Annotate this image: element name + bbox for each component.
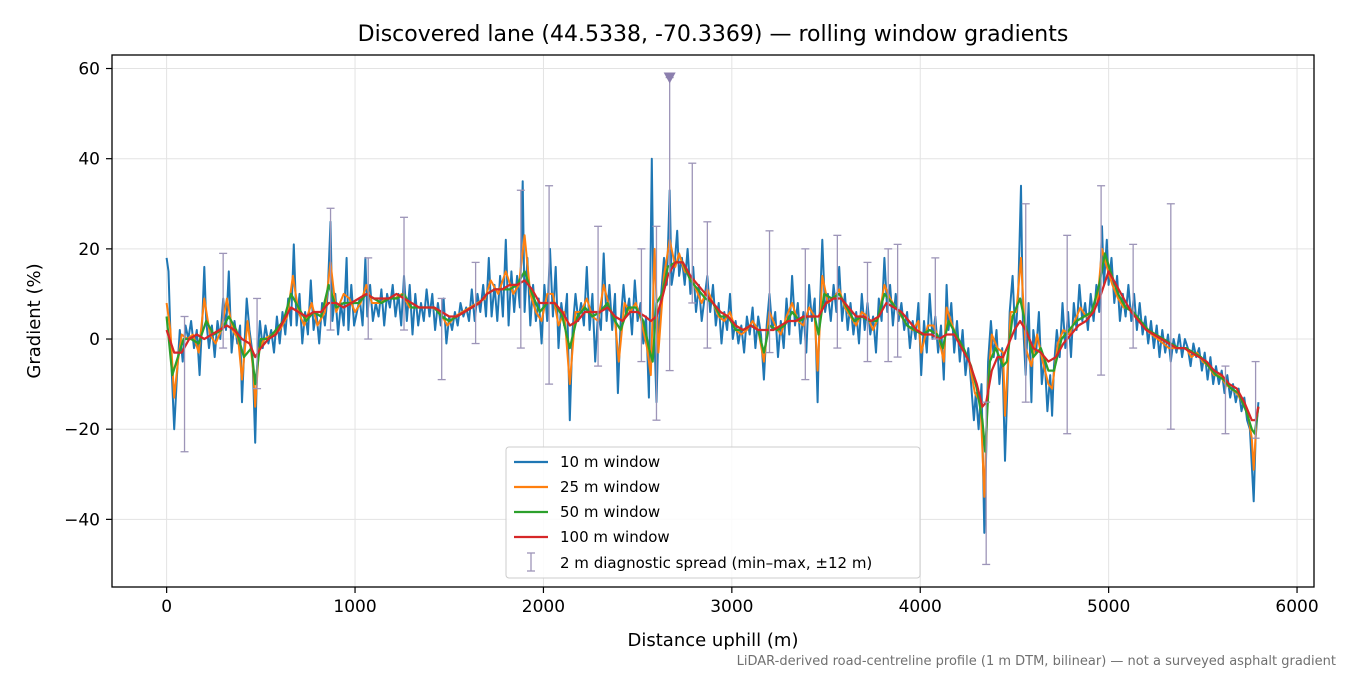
y-tick-label: 60 [78, 60, 100, 80]
error-bar [326, 207, 335, 331]
legend: 10 m window 25 m window 50 m window 100 … [505, 446, 921, 579]
error-bar [637, 248, 646, 363]
y-tick-label: 0 [89, 330, 100, 350]
error-bar [765, 230, 774, 354]
y-axis-label: Gradient (%) [24, 263, 45, 378]
legend-entry-50m: 50 m window [514, 503, 660, 521]
legend-label-25m: 25 m window [560, 478, 660, 496]
y-tick-label: 40 [78, 150, 100, 170]
legend-label-10m: 10 m window [560, 453, 660, 471]
footnote: LiDAR-derived road-centreline profile (1… [737, 654, 1336, 669]
error-bar [863, 261, 872, 363]
error-bar [1251, 360, 1260, 439]
x-tick-label: 1000 [333, 597, 376, 617]
x-tick-label: 5000 [1087, 597, 1130, 617]
y-tick-label: −20 [64, 420, 100, 440]
chart-title: Discovered lane (44.5338, -70.3369) — ro… [358, 22, 1069, 47]
marker [663, 72, 676, 84]
y-tick-label: −40 [64, 510, 100, 530]
x-tick-label: 6000 [1275, 597, 1318, 617]
error-bar [884, 248, 893, 363]
legend-entry-10m: 10 m window [514, 453, 660, 471]
error-bar [516, 189, 525, 349]
legend-entry-spread: 2 m diagnostic spread (min–max, ±12 m) [527, 552, 872, 572]
error-bar [1221, 365, 1230, 435]
error-bar [1021, 203, 1030, 403]
legend-entry-100m: 100 m window [514, 528, 670, 546]
error-bar [1097, 185, 1106, 376]
error-bar [471, 261, 480, 345]
error-bar [1063, 234, 1072, 435]
error-bar [594, 225, 603, 367]
error-bar [703, 221, 712, 349]
plot-series [165, 157, 1260, 534]
error-bar [545, 185, 554, 385]
x-tick-label: 3000 [710, 597, 753, 617]
grid [112, 55, 1314, 587]
series-line-10-m-window [165, 157, 1260, 534]
error-bar [652, 225, 661, 421]
error-bar [688, 162, 697, 304]
x-tick-label: 2000 [522, 597, 565, 617]
series-line-100-m-window [165, 261, 1260, 422]
error-bar [180, 315, 189, 453]
error-bar [219, 252, 228, 349]
error-bar [801, 248, 810, 381]
x-tick-label: 4000 [899, 597, 942, 617]
axis-ticks: 0 1000 2000 3000 4000 5000 6000 −40 −20 0 20 40 60 [64, 60, 1319, 617]
error-bar [1166, 203, 1175, 430]
error-bar [665, 76, 674, 372]
error-bar [833, 234, 842, 349]
error-bar [253, 297, 262, 390]
error-bar [364, 257, 373, 340]
peak-marker [663, 72, 676, 84]
legend-label-50m: 50 m window [560, 503, 660, 521]
error-bar [893, 243, 902, 358]
legend-box [505, 446, 921, 579]
legend-entry-25m: 25 m window [514, 478, 660, 496]
x-tick-label: 0 [161, 597, 172, 617]
legend-label-100m: 100 m window [560, 528, 670, 546]
plot-frame [111, 54, 1315, 588]
error-bar [1129, 243, 1138, 349]
legend-label-spread: 2 m diagnostic spread (min–max, ±12 m) [560, 554, 872, 572]
error-bar [400, 216, 409, 331]
error-bar [437, 297, 446, 381]
y-tick-label: 20 [78, 240, 100, 260]
error-bar [931, 257, 940, 340]
x-axis-label: Distance uphill (m) [628, 630, 799, 651]
error-bar [982, 401, 991, 566]
legend-swatch-spread [527, 552, 535, 572]
error-bars [180, 76, 1260, 566]
